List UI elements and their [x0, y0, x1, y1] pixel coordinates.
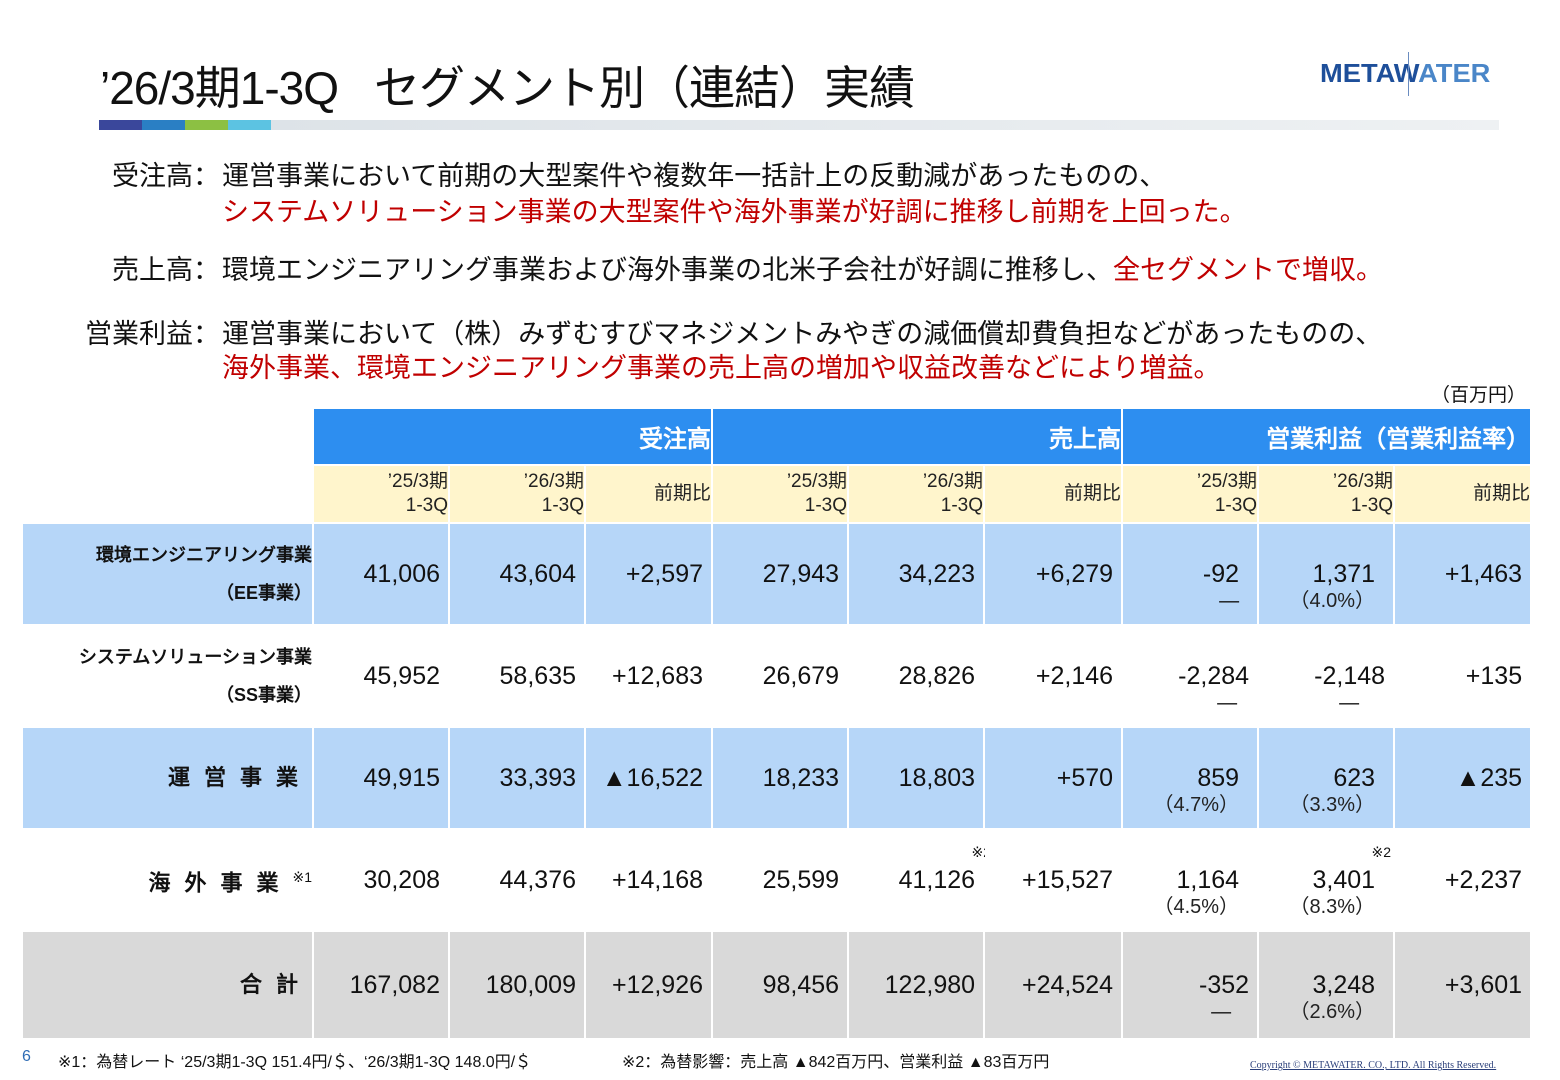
subheader-curr: ’26/3期 1-3Q — [1257, 464, 1396, 524]
table-row-total: 合計 167,082 180,009 +12,926 98,456 122,98… — [21, 930, 1533, 1040]
note-marker: ※1 — [292, 868, 312, 885]
row-label: システムソリューション事業 （SS事業） — [21, 624, 314, 728]
summary-orders-line1: 運営事業において前期の大型案件や複数年一括計上の反動減があったものの、 — [222, 161, 1167, 191]
metawater-logo: METAWATER — [1320, 58, 1491, 88]
segment-results-table: 受注高 売上高 営業利益（営業利益率） ’25/3期 1-3Q ’26/3期 1-3… — [21, 407, 1533, 1040]
subheader-prev: ’25/3期 1-3Q — [711, 464, 850, 524]
row-label: 運営事業 — [21, 726, 314, 830]
divider-seg-blue — [142, 120, 185, 130]
subheader-yoy: 前期比 — [583, 464, 714, 524]
summary-orders-line2: システムソリューション事業の大型案件や海外事業が好調に推移し前期を上回った。 — [222, 197, 1247, 227]
header-divider-bar — [99, 120, 1499, 130]
subheader-curr: ’26/3期 1-3Q — [448, 464, 586, 524]
table-row-ee: 環境エンジニアリング事業 （EE事業） 41,006 43,604 +2,597 … — [21, 522, 1533, 626]
summary-op-label: 営業利益： — [85, 319, 220, 349]
group-header-sales: 売上高 — [711, 407, 1124, 466]
summary-op-line1: 運営事業において（株）みずむすびマネジメントみやぎの減価償却費負担などがあったも… — [222, 319, 1383, 349]
divider-seg-gray — [271, 120, 1499, 130]
unit-label: （百万円） — [1430, 385, 1526, 406]
summary-orders-label: 受注高： — [112, 161, 220, 191]
subheader-prev: ’25/3期 1-3Q — [1121, 464, 1260, 524]
subheader-yoy: 前期比 — [983, 464, 1124, 524]
divider-seg-cyan — [228, 120, 271, 130]
table-row-ss: システムソリューション事業 （SS事業） 45,952 58,635 +12,68… — [21, 624, 1533, 728]
copyright: Copyright © METAWATER. CO., LTD. All Rig… — [1250, 1060, 1497, 1071]
subheader-yoy: 前期比 — [1393, 464, 1533, 524]
row-label: 合計 — [21, 930, 314, 1040]
subheader-prev: ’25/3期 1-3Q — [312, 464, 450, 524]
divider-seg-navy — [99, 120, 142, 130]
table-row-operations: 運営事業 49,915 33,393 ▲16,522 18,233 18,803… — [21, 726, 1533, 830]
header-corner — [21, 407, 314, 466]
summary-sales-label: 売上高： — [112, 255, 220, 285]
footnote-2: ※2：為替影響：売上高 ▲842百万円、営業利益 ▲83百万円 — [622, 1054, 1050, 1071]
group-header-orders: 受注高 — [311, 407, 714, 466]
page-number: 6 — [22, 1048, 31, 1065]
group-header-op: 営業利益（営業利益率） — [1121, 407, 1533, 466]
logo-divider-line — [1408, 52, 1409, 96]
page-title: ’26/3期1-3Q セグメント別（連結）実績 — [100, 52, 915, 118]
row-label: 海外事業※1 — [21, 828, 314, 932]
summary-sales-line: 環境エンジニアリング事業および海外事業の北米子会社が好調に推移し、全セグメントで… — [222, 255, 1383, 285]
footnote-1: ※1：為替レート ‘25/3期1-3Q 151.4円/＄、‘26/3期1-3Q … — [58, 1054, 532, 1071]
summary-op-line2: 海外事業、環境エンジニアリング事業の売上高の増加や収益改善などにより増益。 — [222, 353, 1221, 383]
divider-seg-green — [185, 120, 228, 130]
subheader-corner — [21, 464, 314, 524]
subheader-curr: ’26/3期 1-3Q — [847, 464, 986, 524]
table-row-overseas: 海外事業※1 30,208 44,376 +14,168 25,599 ※2 41… — [21, 828, 1533, 932]
note-marker: ※2 — [1371, 844, 1392, 860]
row-label: 環境エンジニアリング事業 （EE事業） — [21, 522, 314, 626]
title-period: ’26/3期1-3Q — [100, 62, 339, 114]
title-main: セグメント別（連結）実績 — [374, 62, 915, 114]
